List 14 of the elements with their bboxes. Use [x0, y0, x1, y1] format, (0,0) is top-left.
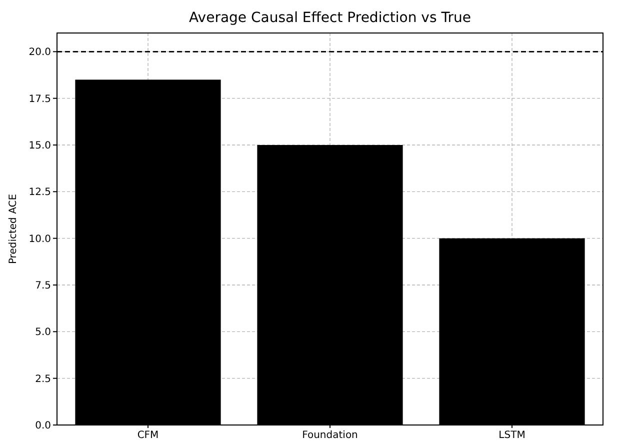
- y-tick-label: 10.0: [28, 234, 51, 245]
- y-tick-label: 20.0: [28, 47, 51, 58]
- y-tick-label: 2.5: [35, 374, 51, 385]
- y-tick-label: 0.0: [35, 420, 51, 432]
- y-tick-label: 12.5: [28, 187, 51, 198]
- y-tick-label: 17.5: [28, 94, 51, 105]
- x-tick-label: Foundation: [302, 430, 358, 441]
- x-tick-label: CFM: [137, 430, 159, 441]
- y-axis-title: Predicted ACE: [8, 194, 19, 264]
- y-tick-label: 7.5: [35, 280, 51, 292]
- y-tick-label: 5.0: [35, 327, 51, 338]
- y-tick-label: 15.0: [28, 140, 51, 152]
- chart-title: Average Causal Effect Prediction vs True: [189, 10, 471, 26]
- x-tick-label: LSTM: [498, 430, 526, 441]
